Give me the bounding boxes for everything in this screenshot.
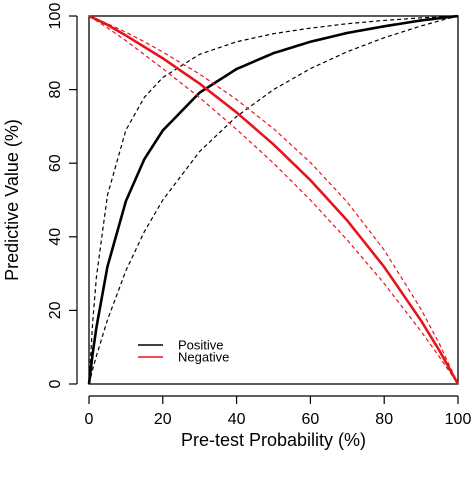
x-tick-label: 80 [375, 411, 393, 428]
x-tick-label: 60 [302, 411, 320, 428]
y-axis-title: Predictive Value (%) [2, 119, 22, 281]
y-tick-label: 0 [47, 379, 64, 388]
x-tick-label: 40 [228, 411, 246, 428]
y-tick-label: 60 [47, 154, 64, 172]
series-line-3 [88, 14, 460, 385]
series-line-5 [88, 15, 459, 385]
legend-label: Positive [178, 338, 224, 353]
series-line-1 [88, 15, 459, 385]
y-axis: 0 20 40 60 80 100 [47, 3, 78, 388]
legend-label: Negative [178, 350, 229, 365]
series-line-0 [87, 14, 459, 385]
plot-frame [88, 15, 459, 385]
series-layer [87, 14, 460, 385]
y-tick-label: 20 [47, 301, 64, 319]
y-tick-label: 40 [47, 228, 64, 246]
x-axis: 0 20 40 60 80 100 [85, 395, 472, 428]
series-line-2 [88, 15, 459, 385]
x-axis-title: Pre-test Probability (%) [181, 430, 366, 450]
x-tick-label: 0 [85, 411, 94, 428]
y-tick-label: 80 [47, 81, 64, 99]
x-tick-label: 20 [154, 411, 172, 428]
series-line-4 [88, 15, 459, 385]
x-tick-label: 100 [445, 411, 472, 428]
y-tick-label: 100 [47, 3, 64, 30]
